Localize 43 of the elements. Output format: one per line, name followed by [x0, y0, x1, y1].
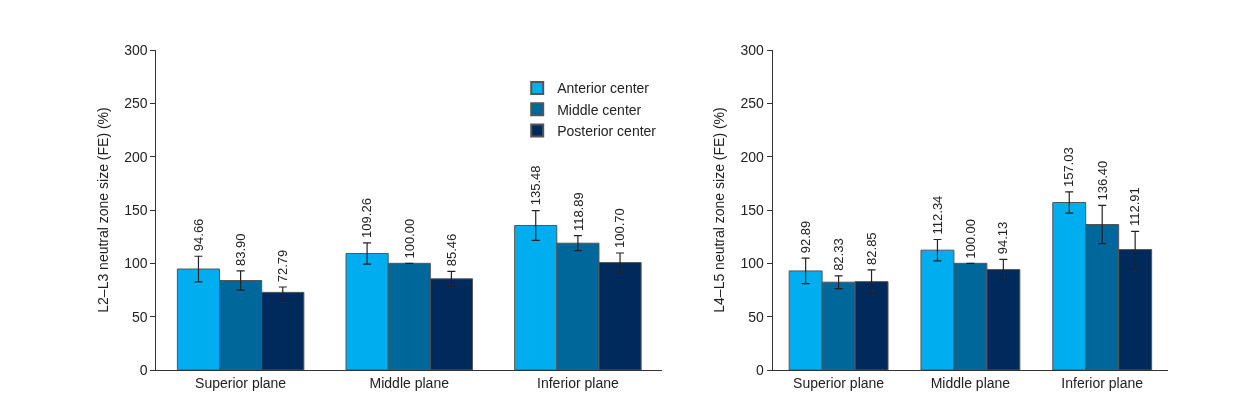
x-tick-label: Middle plane [930, 374, 1011, 391]
data-label: 85.46 [443, 233, 459, 267]
y-tick-label: 0 [756, 361, 765, 378]
y-tick-label: 250 [124, 95, 148, 112]
y-tick-label: 100 [740, 255, 765, 272]
data-label: 100.70 [612, 208, 628, 249]
data-label: 157.03 [1061, 147, 1077, 188]
data-label: 100.00 [401, 218, 417, 259]
x-tick-label: Inferior plane [537, 374, 619, 391]
x-tick-label: Superior plane [793, 374, 885, 391]
y-tick-label: 50 [748, 308, 765, 325]
x-tick-label: Middle plane [369, 374, 450, 391]
y-tick-label: 150 [740, 201, 765, 218]
data-label: 92.89 [798, 220, 814, 254]
data-label: 94.66 [190, 218, 206, 252]
y-tick-label: 200 [124, 148, 148, 165]
y-tick-label: 100 [124, 255, 148, 272]
y-tick-label: 250 [740, 95, 765, 112]
data-label: 109.26 [359, 198, 375, 238]
data-label: 112.91 [1127, 187, 1143, 227]
y-axis-title: L2–L3 neutral zone size (FE) (%) [94, 107, 111, 313]
data-label: 136.40 [1094, 160, 1110, 201]
legend-label: Middle center [557, 101, 642, 118]
x-tick-label: Superior plane [195, 374, 287, 391]
data-label: 135.48 [528, 165, 544, 206]
data-label: 118.89 [570, 192, 586, 232]
data-label: 82.85 [864, 232, 880, 265]
data-label: 112.34 [930, 195, 946, 235]
data-label: 82.33 [831, 238, 847, 271]
y-tick-label: 50 [131, 308, 148, 325]
data-label: 94.13 [995, 221, 1011, 255]
y-axis-title: L4–L5 neutral zone size (FE) (%) [711, 107, 728, 313]
y-tick-label: 150 [124, 201, 148, 218]
legend-label: Anterior center [557, 80, 650, 97]
y-tick-label: 300 [740, 41, 765, 58]
y-tick-label: 0 [139, 361, 148, 378]
x-tick-label: Inferior plane [1061, 374, 1144, 391]
legend-label: Posterior center [557, 122, 657, 139]
y-tick-label: 200 [740, 148, 765, 165]
y-tick-label: 300 [124, 41, 148, 58]
data-label: 100.00 [963, 218, 979, 259]
data-label: 83.90 [233, 233, 249, 267]
data-label: 72.79 [275, 249, 291, 283]
